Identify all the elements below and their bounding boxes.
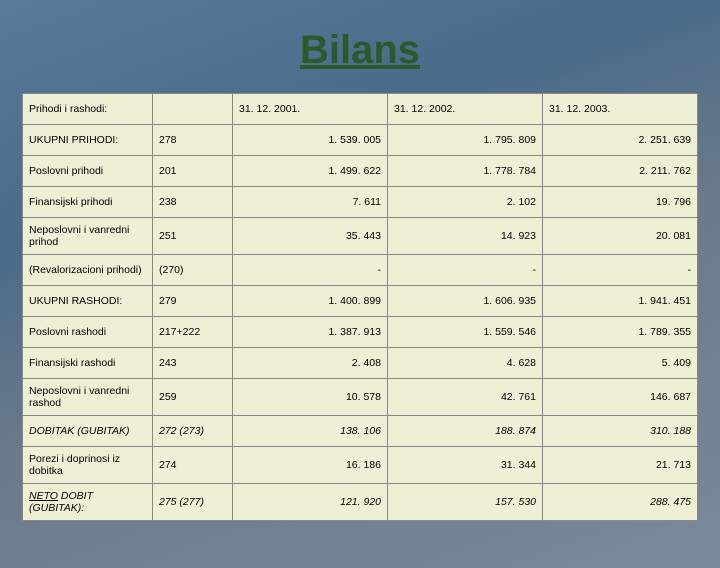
- row-2002: -: [388, 255, 543, 286]
- row-2003: 19. 796: [543, 187, 698, 218]
- table-row: UKUPNI RASHODI:2791. 400. 8991. 606. 935…: [23, 286, 698, 317]
- row-2002: 31. 344: [388, 447, 543, 484]
- row-label: Poslovni rashodi: [23, 317, 153, 348]
- table-row: NETO DOBIT (GUBITAK):275 (277)121. 92015…: [23, 484, 698, 521]
- row-2003: 2. 211. 762: [543, 156, 698, 187]
- row-2002: 1. 559. 546: [388, 317, 543, 348]
- table-row: (Revalorizacioni prihodi)(270)---: [23, 255, 698, 286]
- row-label: Poslovni prihodi: [23, 156, 153, 187]
- row-code: 201: [153, 156, 233, 187]
- row-code: 279: [153, 286, 233, 317]
- header-2002: 31. 12. 2002.: [388, 94, 543, 125]
- row-2001: 1. 400. 899: [233, 286, 388, 317]
- row-2002: 1. 606. 935: [388, 286, 543, 317]
- header-2001: 31. 12. 2001.: [233, 94, 388, 125]
- table-row: Neposlovni i vanredni prihod25135. 44314…: [23, 218, 698, 255]
- row-label: NETO DOBIT (GUBITAK):: [23, 484, 153, 521]
- row-label: Neposlovni i vanredni rashod: [23, 379, 153, 416]
- row-label: UKUPNI PRIHODI:: [23, 125, 153, 156]
- row-code: (270): [153, 255, 233, 286]
- row-2003: -: [543, 255, 698, 286]
- row-label: Finansijski rashodi: [23, 348, 153, 379]
- row-code: 275 (277): [153, 484, 233, 521]
- row-2001: 16. 186: [233, 447, 388, 484]
- row-code: 251: [153, 218, 233, 255]
- row-2003: 2. 251. 639: [543, 125, 698, 156]
- header-label: Prihodi i rashodi:: [23, 94, 153, 125]
- row-2003: 20. 081: [543, 218, 698, 255]
- row-2001: 1. 387. 913: [233, 317, 388, 348]
- row-code: 278: [153, 125, 233, 156]
- row-code: 243: [153, 348, 233, 379]
- row-2001: -: [233, 255, 388, 286]
- row-label: Porezi i doprinosi iz dobitka: [23, 447, 153, 484]
- row-2003: 1. 941. 451: [543, 286, 698, 317]
- row-code: 238: [153, 187, 233, 218]
- page-title: Bilans: [0, 28, 720, 73]
- balance-table: Prihodi i rashodi:31. 12. 2001.31. 12. 2…: [22, 93, 698, 521]
- row-2003: 310. 188: [543, 416, 698, 447]
- row-2002: 14. 923: [388, 218, 543, 255]
- row-code: 272 (273): [153, 416, 233, 447]
- row-2002: 2. 102: [388, 187, 543, 218]
- header-code: [153, 94, 233, 125]
- row-2001: 1. 499. 622: [233, 156, 388, 187]
- row-2002: 157. 530: [388, 484, 543, 521]
- table-row: Porezi i doprinosi iz dobitka27416. 1863…: [23, 447, 698, 484]
- table-row: DOBITAK (GUBITAK)272 (273)138. 106188. 8…: [23, 416, 698, 447]
- row-2001: 121. 920: [233, 484, 388, 521]
- row-label: UKUPNI RASHODI:: [23, 286, 153, 317]
- row-2001: 10. 578: [233, 379, 388, 416]
- row-label: DOBITAK (GUBITAK): [23, 416, 153, 447]
- row-2002: 188. 874: [388, 416, 543, 447]
- table-container: Prihodi i rashodi:31. 12. 2001.31. 12. 2…: [0, 93, 720, 521]
- row-2001: 35. 443: [233, 218, 388, 255]
- row-2001: 7. 611: [233, 187, 388, 218]
- row-2002: 4. 628: [388, 348, 543, 379]
- row-code: 274: [153, 447, 233, 484]
- row-code: 259: [153, 379, 233, 416]
- table-row: Finansijski prihodi2387. 6112. 10219. 79…: [23, 187, 698, 218]
- row-2002: 42. 761: [388, 379, 543, 416]
- table-row: Poslovni rashodi217+2221. 387. 9131. 559…: [23, 317, 698, 348]
- row-label: (Revalorizacioni prihodi): [23, 255, 153, 286]
- row-label: Finansijski prihodi: [23, 187, 153, 218]
- row-2003: 21. 713: [543, 447, 698, 484]
- header-row: Prihodi i rashodi:31. 12. 2001.31. 12. 2…: [23, 94, 698, 125]
- row-2003: 5. 409: [543, 348, 698, 379]
- table-row: Neposlovni i vanredni rashod25910. 57842…: [23, 379, 698, 416]
- row-2003: 1. 789. 355: [543, 317, 698, 348]
- table-row: Poslovni prihodi2011. 499. 6221. 778. 78…: [23, 156, 698, 187]
- row-code: 217+222: [153, 317, 233, 348]
- row-2001: 2. 408: [233, 348, 388, 379]
- table-row: UKUPNI PRIHODI: 2781. 539. 0051. 795. 80…: [23, 125, 698, 156]
- table-row: Finansijski rashodi2432. 4084. 6285. 409: [23, 348, 698, 379]
- row-2003: 288. 475: [543, 484, 698, 521]
- row-2002: 1. 778. 784: [388, 156, 543, 187]
- header-2003: 31. 12. 2003.: [543, 94, 698, 125]
- row-2002: 1. 795. 809: [388, 125, 543, 156]
- row-2003: 146. 687: [543, 379, 698, 416]
- row-2001: 138. 106: [233, 416, 388, 447]
- row-label: Neposlovni i vanredni prihod: [23, 218, 153, 255]
- row-2001: 1. 539. 005: [233, 125, 388, 156]
